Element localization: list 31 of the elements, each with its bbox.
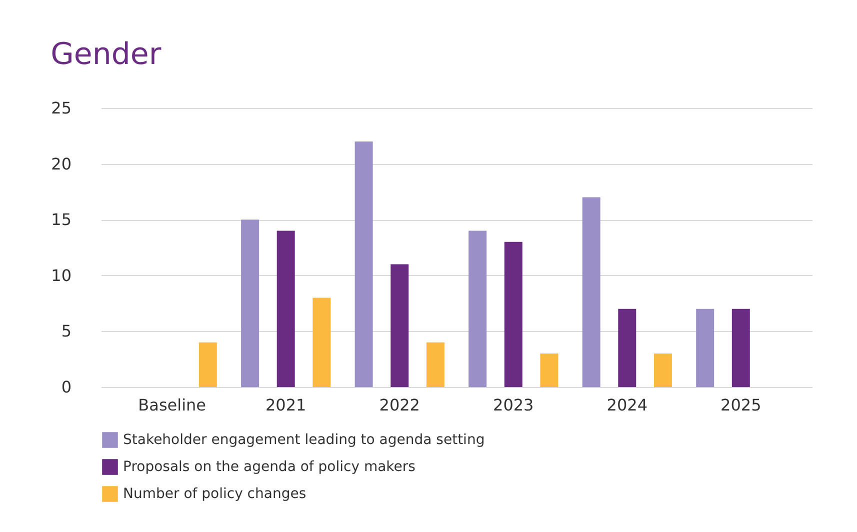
bar: [312, 298, 331, 387]
legend-label: Proposals on the agenda of policy makers: [123, 459, 416, 475]
y-tick-label: 25: [51, 98, 72, 118]
bar: [468, 230, 487, 387]
bar: [390, 264, 409, 387]
x-tick-label: 2025: [720, 396, 762, 414]
x-tick-label: Baseline: [138, 396, 206, 414]
bar: [426, 342, 444, 387]
y-tick-label: 0: [61, 378, 72, 396]
x-tick-label: 2024: [606, 396, 648, 414]
y-tick-label: 20: [51, 154, 72, 174]
y-tick-label: 5: [61, 322, 72, 341]
bar: [696, 308, 714, 387]
bar: [198, 342, 217, 387]
x-tick-label: 2021: [266, 396, 306, 414]
bar: [354, 141, 373, 387]
legend-label: Number of policy changes: [123, 486, 306, 502]
bar: [582, 197, 600, 387]
bar: [504, 242, 522, 387]
legend-label: Stakeholder engagement leading to agenda setting: [123, 432, 485, 448]
x-tick-label: 2023: [493, 396, 534, 414]
bar: [241, 220, 260, 387]
bar: [618, 308, 636, 387]
y-tick-label: 15: [51, 210, 72, 230]
bar: [732, 308, 750, 387]
x-tick-label: 2022: [379, 396, 420, 414]
bar: [654, 354, 672, 387]
y-tick-label: 10: [51, 266, 72, 285]
bar: [540, 354, 558, 387]
chart-title: Gender: [50, 37, 162, 72]
bar: [276, 230, 295, 387]
